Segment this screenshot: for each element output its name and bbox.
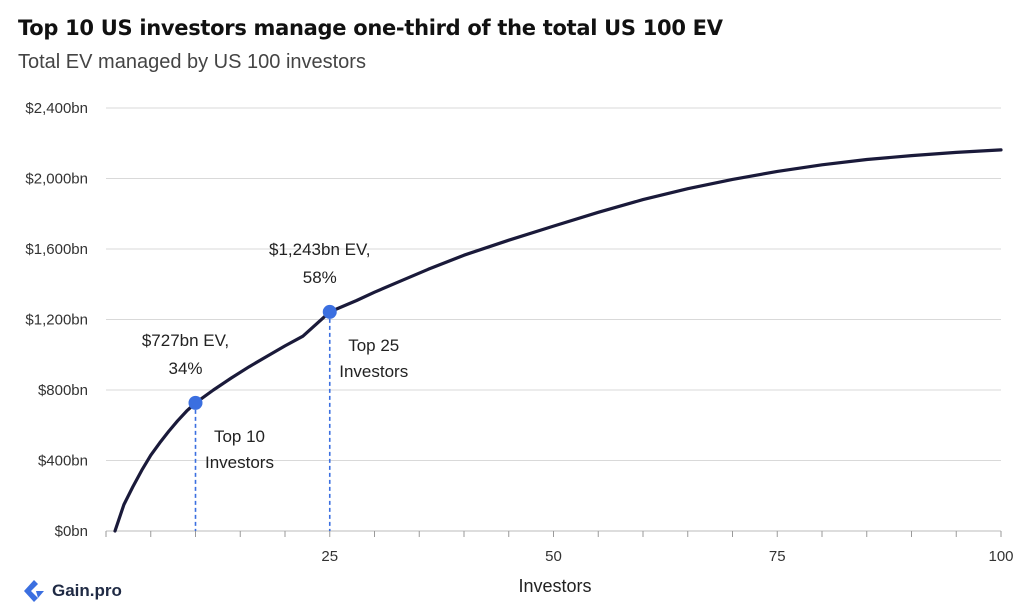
y-axis-ticks: $0bn $400bn $800bn $1,200bn $1,600bn $2,000bn… [25, 100, 88, 540]
y-tick-label: $2,400bn [25, 100, 88, 117]
series-line [113, 148, 1003, 533]
gain-logo-icon [24, 580, 44, 602]
value-annotation: $727bn EV, [142, 331, 229, 350]
group-annotation: Top 25 [348, 336, 399, 355]
x-tick-label: 50 [545, 548, 562, 565]
y-tick-label: $0bn [55, 523, 88, 540]
chart-subtitle: Total EV managed by US 100 investors [18, 51, 366, 73]
x-tick-label: 100 [988, 548, 1013, 565]
x-tick-label: 25 [321, 548, 338, 565]
group-annotation: Top 10 [214, 427, 265, 446]
group-annotation: Investors [205, 453, 274, 472]
data-point-marker [322, 304, 337, 319]
y-tick-label: $1,200bn [25, 312, 88, 329]
x-tick-label: 75 [769, 548, 786, 565]
share-annotation: 58% [303, 268, 337, 287]
series-group [113, 148, 1003, 533]
brand-name: Gain.pro [52, 581, 122, 600]
annotations-group: $727bn EV, 34% Top 10 Investors $1,243bn EV,… [142, 240, 408, 531]
y-tick-label: $400bn [38, 453, 88, 470]
data-point-marker [188, 395, 203, 410]
value-annotation: $1,243bn EV, [269, 240, 370, 259]
x-axis-title: Investors [518, 576, 591, 596]
x-axis-ticks: 25 50 75 100 [105, 531, 1014, 565]
group-annotation: Investors [339, 362, 408, 381]
y-tick-label: $2,000bn [25, 171, 88, 188]
brand-logo: Gain.pro [22, 579, 122, 603]
y-tick-label: $1,600bn [25, 241, 88, 258]
chart-title: Top 10 US investors manage one-third of … [18, 16, 723, 40]
y-tick-label: $800bn [38, 382, 88, 399]
share-annotation: 34% [168, 359, 202, 378]
